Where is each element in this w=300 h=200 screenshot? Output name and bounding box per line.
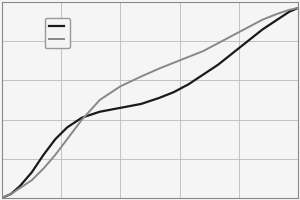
Legend: , : , [45,18,70,48]
